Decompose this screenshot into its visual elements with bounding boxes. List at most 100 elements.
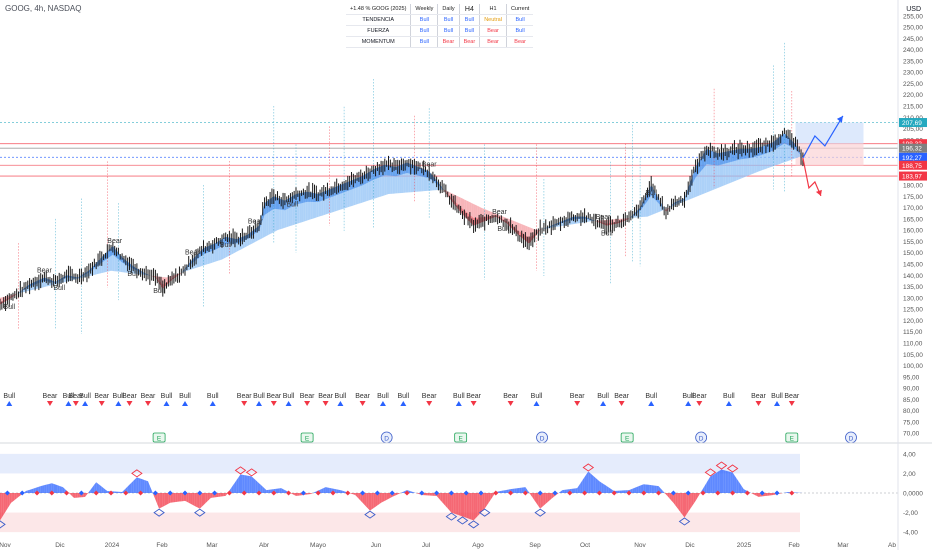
oscillator-area — [388, 493, 391, 499]
bear-triangle — [270, 401, 277, 406]
earnings-badge — [300, 432, 314, 443]
oscillator-area — [138, 478, 141, 493]
oscillator-area — [151, 490, 154, 495]
time-tick-label: Jul — [422, 542, 431, 549]
oscillator-area — [699, 491, 702, 495]
oscillator-area — [756, 493, 759, 497]
oscillator-series — [0, 453, 898, 533]
currency-label[interactable]: USD — [906, 6, 921, 13]
oscillator-area — [336, 489, 339, 493]
oscillator-area — [83, 493, 86, 498]
oscillator-area — [49, 483, 52, 493]
oscillator-area — [249, 476, 252, 493]
band-signal-label: Bull — [3, 393, 15, 400]
zero-cross-marker — [537, 490, 543, 496]
signal-cell: Bull — [506, 25, 534, 37]
time-tick-label: Feb — [788, 542, 800, 549]
oscillator-area — [752, 493, 755, 495]
price-tick-label: 180,00 — [903, 183, 923, 190]
signal-label: Bear — [422, 161, 437, 168]
oscillator-area — [647, 484, 650, 493]
oscillator-area — [244, 475, 247, 493]
oscillator-area — [738, 480, 740, 493]
price-tick-label: 175,00 — [903, 194, 923, 201]
oscillator-area — [412, 491, 415, 493]
band-signal-label: Bear — [141, 393, 156, 400]
trend-table: +1.48 % GOOG (2025) Weekly Daily H4 H1 C… — [346, 4, 534, 48]
signal-label: Bear — [596, 214, 611, 221]
bull-triangle — [725, 401, 732, 406]
oscillator-area — [447, 493, 450, 511]
oscillator-area — [545, 493, 548, 504]
time-tick-label: Abr — [259, 542, 270, 549]
oscillator-area — [264, 488, 267, 493]
oscillator-area — [358, 493, 361, 501]
oscillator-area — [575, 488, 578, 493]
oscillator-area — [31, 488, 34, 493]
time-axis[interactable]: Nov Dic 2024 Feb Mar Abr Mayo Jun Jul Ago Sep Oct No… — [0, 542, 896, 549]
oscillator-area — [351, 493, 354, 495]
oscillator-area — [456, 493, 459, 516]
price-tick-label: 250,00 — [903, 25, 923, 32]
oscillator-area — [240, 474, 243, 493]
zero-cross-marker — [212, 490, 218, 496]
oscillator-area — [373, 493, 376, 508]
oscillator-area — [610, 488, 613, 493]
oscillator-area — [308, 493, 311, 495]
oscillator-area — [556, 493, 559, 495]
oscillator-area — [371, 493, 374, 510]
oscillator-area — [222, 493, 224, 497]
oscillator-area — [159, 493, 161, 509]
oscillator-area — [386, 493, 389, 500]
bear-triangle — [241, 401, 248, 406]
oscillator-area — [638, 485, 641, 493]
oscillator-area — [362, 493, 365, 505]
oscillator-area — [131, 481, 134, 493]
zero-cross-marker — [670, 490, 676, 496]
signal-cell: Bull — [437, 14, 460, 26]
band-signal-label: Bull — [207, 393, 219, 400]
oscillator-area — [582, 477, 585, 493]
price-tick-label: 110,00 — [903, 340, 923, 347]
row-label: FUERZA — [346, 25, 412, 37]
price-tick-label: 235,00 — [903, 58, 923, 65]
oscillator-area — [209, 493, 211, 500]
oscillator-area — [604, 484, 607, 493]
col-weekly: Weekly — [410, 4, 439, 15]
bull-triangle — [115, 401, 122, 406]
oscillator-area — [188, 493, 191, 504]
oscillator-area — [279, 488, 282, 493]
price-tick-label: 100,00 — [903, 363, 923, 370]
oscillator-area — [144, 479, 147, 493]
bull-triangle — [400, 401, 407, 406]
oscillator-area — [654, 485, 657, 493]
zero-cross-marker — [508, 490, 514, 496]
performance-cell: +1.48 % GOOG (2025) — [346, 4, 412, 15]
oscillator-area — [172, 493, 174, 503]
oscillator-area — [233, 482, 235, 493]
oscillator-area — [96, 482, 99, 493]
oscillator-area — [177, 493, 180, 502]
oscillator-area — [59, 485, 62, 493]
row-momentum: MOMENTUM Bull Bear Bear Bear Bear — [346, 36, 534, 48]
symbol-header[interactable]: GOOG, 4h, NASDAQ — [5, 4, 82, 13]
price-axis[interactable]: 255,00 250,00 245,00 240,00 235,00 230,00 225,… — [897, 0, 927, 550]
oscillator-area — [186, 493, 189, 503]
zero-cross-marker — [167, 490, 173, 496]
oscillator-area — [12, 493, 15, 502]
oscillator-area — [62, 487, 65, 493]
oscillator-area — [51, 483, 54, 493]
level-price-tag — [899, 160, 927, 170]
oscillator-area — [321, 487, 324, 493]
oscillator-area — [479, 493, 481, 515]
oscillator-area — [573, 488, 576, 493]
oscillator-area — [164, 493, 167, 506]
zero-cross-marker — [404, 490, 410, 496]
oscillator-area — [292, 493, 295, 495]
oscillator-area — [442, 493, 444, 505]
bear-arrow-head — [815, 189, 822, 196]
zero-cross-marker — [152, 490, 158, 496]
bull-arrow-head — [836, 115, 843, 123]
signal-cell: Bull — [459, 14, 481, 26]
